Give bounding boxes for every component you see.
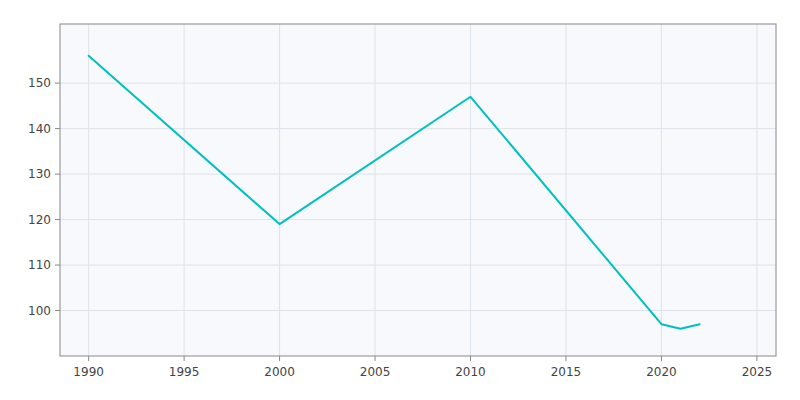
x-grid-line — [184, 24, 185, 356]
y-tick — [55, 265, 60, 266]
x-tick-label: 2010 — [455, 365, 486, 379]
y-grid-line — [60, 265, 776, 266]
y-grid-line — [60, 219, 776, 220]
y-tick — [55, 83, 60, 84]
y-tick — [55, 310, 60, 311]
y-tick — [55, 219, 60, 220]
x-grid-line — [756, 24, 757, 356]
y-grid-line — [60, 128, 776, 129]
y-tick-label: 150 — [28, 76, 51, 90]
tick-labels: 1990 1995 2000 2005 2010 2015 2020 2025 100 110 12… — [28, 76, 772, 379]
y-grid-line — [60, 174, 776, 175]
x-grid-line — [88, 24, 89, 356]
x-grid-line — [279, 24, 280, 356]
x-tick — [565, 356, 566, 361]
grid — [60, 24, 776, 356]
y-tick-label: 100 — [28, 304, 51, 318]
x-grid-line — [375, 24, 376, 356]
x-tick — [470, 356, 471, 361]
y-tick-label: 120 — [28, 213, 51, 227]
y-tick-label: 140 — [28, 122, 51, 136]
plot-frame — [60, 24, 776, 356]
x-grid-line — [661, 24, 662, 356]
data-line — [89, 56, 700, 329]
x-tick-label: 1995 — [169, 365, 200, 379]
x-tick — [88, 356, 89, 361]
chart-container: 1990 1995 2000 2005 2010 2015 2020 2025 100 110 12… — [0, 0, 800, 400]
x-tick-label: 2020 — [646, 365, 677, 379]
y-grid-line — [60, 310, 776, 311]
x-tick — [661, 356, 662, 361]
x-tick — [279, 356, 280, 361]
x-tick — [184, 356, 185, 361]
x-tick-label: 2000 — [264, 365, 295, 379]
x-tick-label: 2005 — [360, 365, 391, 379]
chart: 1990 1995 2000 2005 2010 2015 2020 2025 100 110 12… — [0, 0, 800, 400]
x-tick — [375, 356, 376, 361]
x-grid-line — [470, 24, 471, 356]
y-tick-label: 110 — [28, 258, 51, 272]
x-tick-label: 1990 — [73, 365, 104, 379]
x-tick — [756, 356, 757, 361]
y-grid-line — [60, 83, 776, 84]
x-tick-label: 2015 — [551, 365, 582, 379]
y-tick — [55, 128, 60, 129]
x-grid-line — [565, 24, 566, 356]
plot-area — [60, 24, 776, 356]
y-tick-label: 130 — [28, 167, 51, 181]
x-tick-label: 2025 — [742, 365, 773, 379]
y-tick — [55, 174, 60, 175]
marks — [89, 56, 700, 329]
